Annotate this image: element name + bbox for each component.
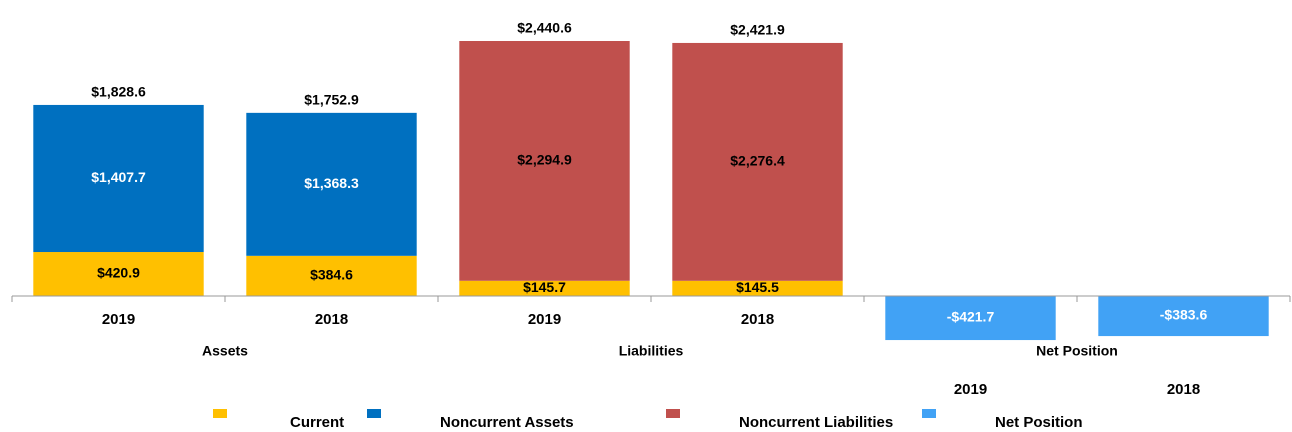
bar-segment: [672, 280, 843, 296]
bar-value-label: $2,294.9: [517, 152, 572, 168]
legend-swatch: [367, 409, 381, 418]
legend-label: Net Position: [995, 414, 1083, 431]
total-label: $2,421.9: [730, 22, 785, 38]
x-tick-label: 2018: [315, 311, 348, 328]
bar-segment: [459, 280, 630, 296]
bar-value-label: $384.6: [310, 267, 353, 283]
x-tick-label: 2018: [1167, 381, 1200, 398]
bar-segment: [246, 112, 417, 256]
bar-segment: [1098, 296, 1269, 337]
bar-value-label: $145.5: [736, 279, 779, 295]
group-label: Assets: [202, 343, 248, 359]
bar-value-label: $2,276.4: [730, 153, 785, 169]
group-label: Liabilities: [619, 343, 684, 359]
x-tick-label: 2019: [102, 311, 135, 328]
bar-segment: [672, 42, 843, 281]
legend-swatch: [666, 409, 680, 418]
legend-label: Current: [290, 414, 344, 431]
legend-label: Noncurrent Liabilities: [739, 414, 893, 431]
bar-value-label: $145.7: [523, 279, 566, 295]
group-label: Net Position: [1036, 343, 1118, 359]
legend-swatch: [213, 409, 227, 418]
bar-segment: [459, 41, 630, 281]
x-tick-label: 2019: [528, 311, 561, 328]
bar-value-label: $420.9: [97, 265, 140, 281]
bar-value-label: -$421.7: [947, 309, 995, 325]
bar-segment: [33, 104, 204, 253]
bar-value-label: $1,407.7: [91, 169, 146, 185]
legend-swatch: [922, 409, 936, 418]
total-label: $1,828.6: [91, 84, 146, 100]
bar-segment: [33, 252, 204, 296]
total-label: $1,752.9: [304, 92, 359, 108]
bar-value-label: -$383.6: [1160, 307, 1208, 323]
bar-segment: [246, 255, 417, 296]
total-label: $2,440.6: [517, 20, 572, 36]
x-tick-label: 2019: [954, 381, 987, 398]
legend-label: Noncurrent Assets: [440, 414, 574, 431]
bar-value-label: $1,368.3: [304, 175, 359, 191]
x-tick-label: 2018: [741, 311, 774, 328]
bar-segment: [885, 296, 1056, 341]
